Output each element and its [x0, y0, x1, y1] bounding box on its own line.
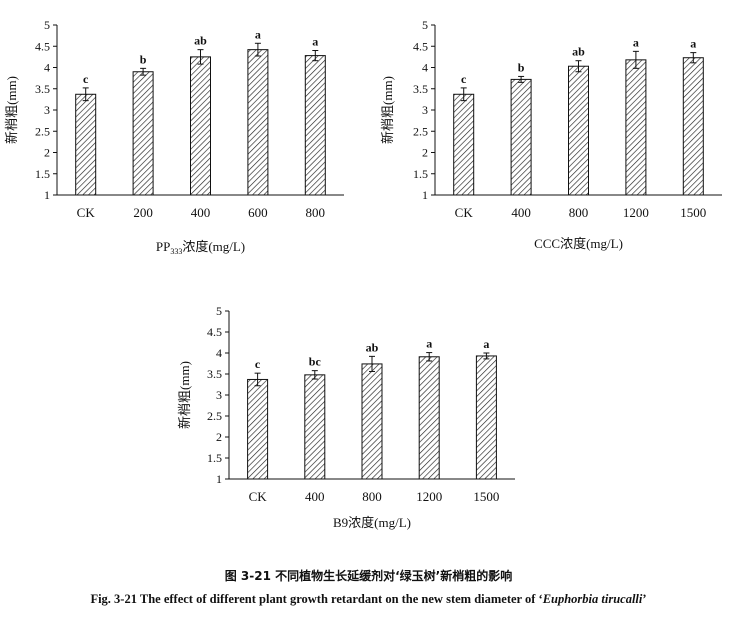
significance-label: a: [255, 27, 261, 41]
significance-label: a: [312, 35, 318, 49]
significance-label: a: [483, 337, 489, 351]
x-axis-title: B9浓度(mg/L): [333, 515, 411, 530]
significance-label: a: [426, 337, 432, 351]
x-tick-label: 1500: [473, 489, 499, 504]
y-tick-label: 4.5: [35, 39, 50, 53]
figure-caption-english: Fig. 3-21 The effect of different plant …: [0, 592, 737, 607]
bar: [304, 374, 326, 480]
y-tick-label: 3.5: [35, 82, 50, 96]
chart-pp333: 1 1.5 2 2.5 3 3.5 4 4.5 5 c CK b 200 ab 400 a 600 a 800 新梢粗…: [4, 18, 344, 256]
caption-en-species: Euphorbia tirucalli: [542, 592, 643, 606]
bar: [453, 93, 475, 196]
y-tick-label: 3: [44, 103, 50, 117]
significance-label: ab: [366, 340, 379, 354]
bar: [510, 78, 532, 196]
x-tick-label: 1200: [416, 489, 442, 504]
x-tick-label: 200: [133, 205, 153, 220]
y-tick-label: 3.5: [207, 367, 222, 381]
significance-label: bc: [309, 355, 322, 369]
y-tick-label: 4.5: [413, 39, 428, 53]
x-tick-label: 400: [511, 205, 531, 220]
x-tick-label: 1500: [680, 205, 706, 220]
y-tick-label: 3: [216, 388, 222, 402]
x-tick-label: CK: [455, 205, 474, 220]
y-tick-label: 1.5: [413, 167, 428, 181]
y-tick-label: 4: [44, 61, 50, 75]
y-tick-label: 3: [422, 103, 428, 117]
significance-label: ab: [572, 45, 585, 59]
y-tick-label: 5: [422, 18, 428, 32]
x-tick-label: 600: [248, 205, 268, 220]
y-tick-label: 4.5: [207, 325, 222, 339]
bar: [568, 65, 589, 196]
figure-caption-chinese: 图 3-21 不同植物生长延缓剂对‘绿玉树’新梢粗的影响: [224, 569, 513, 583]
significance-label: c: [461, 72, 467, 86]
y-tick-label: 5: [44, 18, 50, 32]
x-tick-label: 800: [362, 489, 382, 504]
significance-label: c: [255, 357, 261, 371]
x-tick-label: 800: [306, 205, 326, 220]
y-axis-title: 新梢粗(mm): [177, 361, 192, 429]
y-tick-label: 2.5: [207, 409, 222, 423]
x-axis-title: CCC浓度(mg/L): [534, 236, 623, 251]
y-tick-label: 1.5: [35, 167, 50, 181]
y-tick-label: 4: [216, 346, 222, 360]
x-tick-label: 1200: [623, 205, 649, 220]
x-tick-label: 800: [569, 205, 589, 220]
y-tick-label: 2: [216, 430, 222, 444]
chart-b9: 1 1.5 2 2.5 3 3.5 4 4.5 5 c CK bc 400 ab 800 a 1200 a 1500…: [177, 304, 515, 530]
bar: [682, 57, 704, 196]
significance-label: b: [140, 52, 147, 66]
y-tick-label: 1: [44, 188, 50, 202]
significance-label: ab: [194, 34, 207, 48]
y-tick-label: 1: [422, 188, 428, 202]
y-tick-label: 2.5: [35, 124, 50, 138]
bar: [625, 59, 647, 196]
y-tick-label: 1.5: [207, 451, 222, 465]
x-tick-label: CK: [77, 205, 96, 220]
y-tick-label: 4: [422, 61, 428, 75]
y-axis-title: 新梢粗(mm): [4, 76, 19, 144]
chart-ccc: 1 1.5 2 2.5 3 3.5 4 4.5 5 c CK b 400 ab 800 a 1200 a 1500 新…: [380, 18, 722, 251]
significance-label: b: [518, 60, 525, 74]
bar: [475, 355, 497, 480]
y-axis-title: 新梢粗(mm): [380, 76, 395, 144]
y-tick-label: 2.5: [413, 124, 428, 138]
x-axis-title: PP333浓度(mg/L): [156, 239, 245, 256]
y-tick-label: 1: [216, 472, 222, 486]
y-tick-label: 2: [44, 146, 50, 160]
significance-label: a: [633, 35, 639, 49]
bar: [247, 378, 269, 480]
significance-label: c: [83, 72, 89, 86]
significance-label: a: [690, 37, 696, 51]
caption-en-suffix: ’: [642, 592, 647, 606]
y-tick-label: 5: [216, 304, 222, 318]
caption-en-prefix: Fig. 3-21 The effect of different plant …: [90, 592, 543, 606]
y-tick-label: 2: [422, 146, 428, 160]
x-tick-label: CK: [249, 489, 268, 504]
bar: [418, 356, 440, 480]
x-tick-label: 400: [305, 489, 325, 504]
y-tick-label: 3.5: [413, 82, 428, 96]
bar: [361, 363, 383, 480]
x-tick-label: 400: [191, 205, 211, 220]
